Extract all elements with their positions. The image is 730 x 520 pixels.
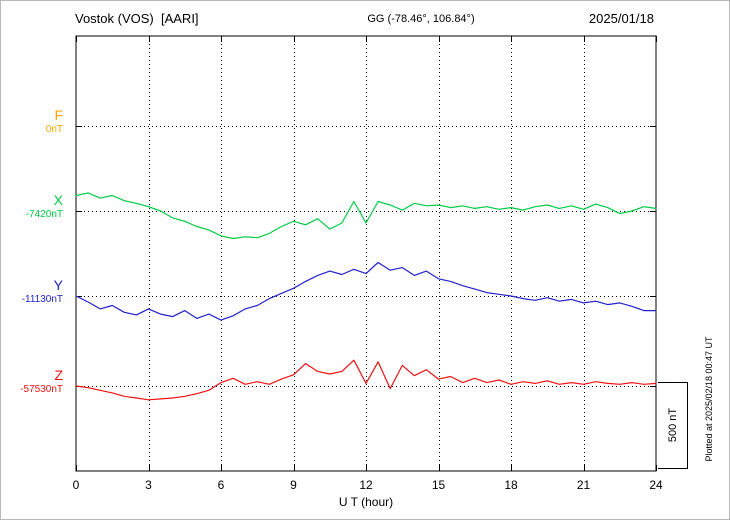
component-label-z: Z -57530nT (1, 367, 63, 396)
x-axis-title: U T (hour) (338, 495, 394, 509)
component-baseline-value: 0nT (45, 124, 63, 135)
x-tick-label: 12 (359, 478, 373, 492)
component-label-f: F 0nT (1, 107, 63, 136)
component-baseline-value: -7420nT (25, 209, 63, 220)
component-letter: X (53, 192, 63, 208)
trace-x (75, 192, 657, 240)
x-tick-label: 9 (290, 478, 297, 492)
component-label-y: Y -11130nT (1, 277, 63, 306)
x-tick-label: 24 (649, 478, 663, 492)
x-tick-label: 0 (72, 478, 80, 492)
x-tick-label: 6 (217, 478, 225, 492)
component-letter: Y (53, 277, 63, 293)
date-label: 2025/01/18 (588, 11, 654, 26)
x-tick-label: 15 (431, 478, 446, 492)
x-tick-label: 21 (576, 478, 591, 492)
component-letter: Z (54, 367, 63, 383)
trace-z (75, 359, 657, 401)
x-tick-label: 3 (145, 478, 152, 492)
gg-coordinates: GG (-78.46°, 106.84°) (367, 13, 475, 25)
component-label-x: X -7420nT (1, 192, 63, 221)
plot-frame (75, 35, 657, 472)
component-baseline-value: -11130nT (21, 294, 63, 305)
scale-bar-label: 500 nT (667, 407, 679, 443)
component-letter: F (54, 107, 63, 123)
plot-timestamp-note: Plotted at 2025/02/18 00:47 UT (704, 336, 714, 462)
station-title: Vostok (VOS) [AARI] (75, 11, 199, 26)
x-tick-label: 18 (504, 478, 518, 492)
component-baseline-value: -57530nT (20, 384, 63, 395)
trace-y (75, 261, 657, 321)
